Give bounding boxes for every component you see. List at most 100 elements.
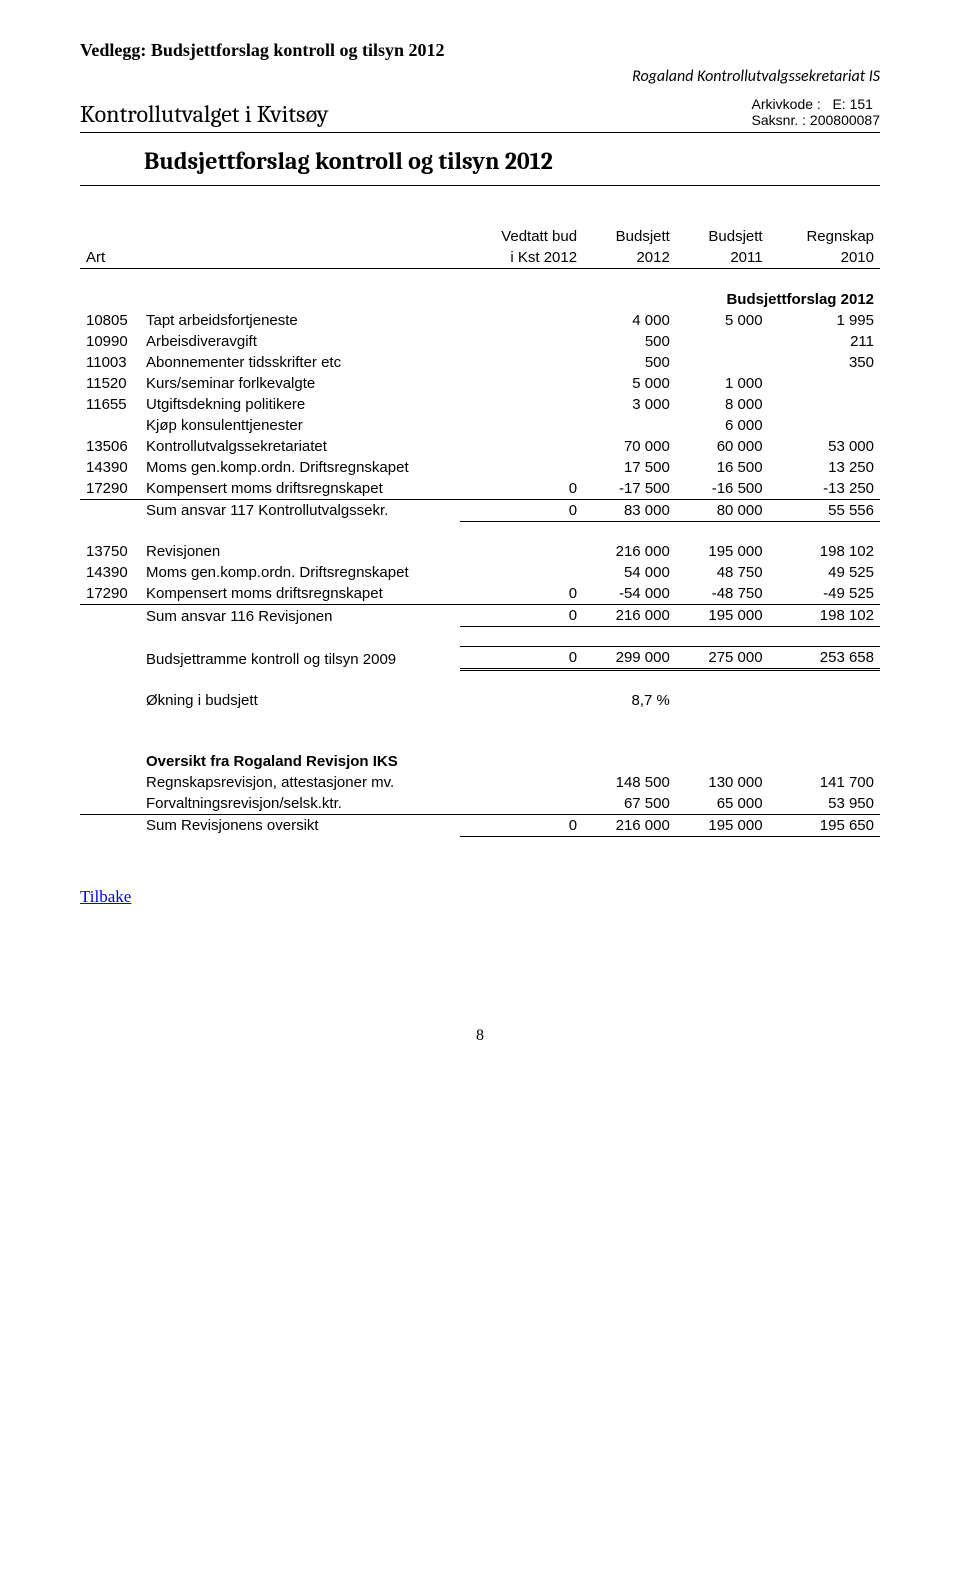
row-val: 211	[769, 331, 880, 352]
row-desc: Moms gen.komp.ordn. Driftsregnskapet	[140, 457, 460, 478]
row-val: 65 000	[676, 793, 769, 815]
row-code: 17290	[80, 583, 140, 605]
row-code: 13750	[80, 541, 140, 562]
row-desc: Arbeisdiveravgift	[140, 331, 460, 352]
arkiv-value: E: 151	[832, 96, 872, 112]
row-val: 130 000	[676, 772, 769, 793]
section-title: Oversikt fra Rogaland Revisjon IKS	[140, 751, 880, 772]
section-title: Budsjettforslag 2012	[80, 289, 880, 310]
sum-val: 55 556	[769, 499, 880, 521]
row-desc: Moms gen.komp.ordn. Driftsregnskapet	[140, 562, 460, 583]
ramme-val: 0	[460, 647, 583, 670]
sum-val: 195 000	[676, 814, 769, 836]
col-head: 2010	[769, 247, 880, 269]
table-row: 10990Arbeisdiveravgift 500 211	[80, 331, 880, 352]
row-val: 13 250	[769, 457, 880, 478]
col-head: 2011	[676, 247, 769, 269]
table-row: 13750Revisjonen216 000195 000198 102	[80, 541, 880, 562]
row-val: 1 000	[676, 373, 769, 394]
col-head: Regnskap	[769, 226, 880, 247]
proposal-title: Budsjettforslag kontroll og tilsyn 2012	[80, 147, 880, 186]
row-val: 48 750	[676, 562, 769, 583]
row-val: 0	[460, 478, 583, 500]
row-desc: Kontrollutvalgssekretariatet	[140, 436, 460, 457]
increase-val	[460, 690, 583, 711]
row-desc: Revisjonen	[140, 541, 460, 562]
attachment-title: Vedlegg: Budsjettforslag kontroll og til…	[80, 40, 880, 61]
row-val: 148 500	[583, 772, 676, 793]
increase-val: 8,7 %	[583, 690, 676, 711]
table-row: 11520Kurs/seminar forlkevalgte5 0001 000	[80, 373, 880, 394]
row-val	[769, 415, 880, 436]
sum-val: 83 000	[583, 499, 676, 521]
sum-desc: Sum ansvar 117 Kontrollutvalgssekr.	[140, 499, 460, 521]
sum-val: 80 000	[676, 499, 769, 521]
sum-desc: Sum ansvar 116 Revisjonen	[140, 605, 460, 627]
col-head: i Kst 2012	[460, 247, 583, 269]
row-val: 500	[583, 352, 676, 373]
saksnr-sep: :	[802, 112, 810, 128]
col-head: Budsjett	[583, 226, 676, 247]
table-row: Kjøp konsulenttjenester 6 000	[80, 415, 880, 436]
sum-val: 0	[460, 499, 583, 521]
row-val	[769, 373, 880, 394]
row-val: -54 000	[583, 583, 676, 605]
sum-val: 198 102	[769, 605, 880, 627]
col-head: 2012	[583, 247, 676, 269]
row-val: 216 000	[583, 541, 676, 562]
row-val	[460, 352, 583, 373]
row-val: 17 500	[583, 457, 676, 478]
ramme-val: 299 000	[583, 647, 676, 670]
row-desc: Kjøp konsulenttjenester	[140, 415, 460, 436]
sum-val: 216 000	[583, 814, 676, 836]
row-val: 6 000	[676, 415, 769, 436]
row-val	[460, 562, 583, 583]
table-row: 11003Abonnementer tidsskrifter etc500350	[80, 352, 880, 373]
ramme-val: 253 658	[769, 647, 880, 670]
row-desc: Kompensert moms driftsregnskapet	[140, 583, 460, 605]
sum-val: 195 650	[769, 814, 880, 836]
row-code: 10805	[80, 310, 140, 331]
arkiv-label: Arkivkode :	[752, 96, 821, 112]
row-code	[80, 793, 140, 815]
row-val	[460, 415, 583, 436]
row-desc: Utgiftsdekning politikere	[140, 394, 460, 415]
row-val: 8 000	[676, 394, 769, 415]
row-val: 500	[583, 331, 676, 352]
row-desc: Forvaltningsrevisjon/selsk.ktr.	[140, 793, 460, 815]
sum-val: 216 000	[583, 605, 676, 627]
row-val: 4 000	[583, 310, 676, 331]
row-val	[460, 436, 583, 457]
row-val	[460, 373, 583, 394]
row-val	[769, 394, 880, 415]
row-val	[460, 772, 583, 793]
col-head: Budsjett	[676, 226, 769, 247]
ramme-desc: Budsjettramme kontroll og tilsyn 2009	[140, 647, 460, 670]
table-row: Regnskapsrevisjon, attestasjoner mv. 148 …	[80, 772, 880, 793]
row-val: -17 500	[583, 478, 676, 500]
row-val: 5 000	[583, 373, 676, 394]
row-val: -48 750	[676, 583, 769, 605]
increase-desc: Økning i budsjett	[140, 690, 460, 711]
row-desc: Regnskapsrevisjon, attestasjoner mv.	[140, 772, 460, 793]
row-desc: Abonnementer tidsskrifter etc	[140, 352, 460, 373]
increase-val	[769, 690, 880, 711]
row-val	[583, 415, 676, 436]
row-code: 11003	[80, 352, 140, 373]
sum-val: 195 000	[676, 605, 769, 627]
row-val: 5 000	[676, 310, 769, 331]
back-link[interactable]: Tilbake	[80, 887, 131, 907]
row-code: 14390	[80, 562, 140, 583]
table-row: 10805Tapt arbeidsfortjeneste4 0005 0001 …	[80, 310, 880, 331]
row-code: 11655	[80, 394, 140, 415]
row-code	[80, 415, 140, 436]
row-val: -49 525	[769, 583, 880, 605]
row-val: 16 500	[676, 457, 769, 478]
arkiv-block: Arkivkode : E: 151 Saksnr. : 200800087	[752, 96, 880, 128]
table-row: 11655Utgiftsdekning politikere3 0008 000	[80, 394, 880, 415]
row-desc: Kurs/seminar forlkevalgte	[140, 373, 460, 394]
row-code: 10990	[80, 331, 140, 352]
row-val	[460, 310, 583, 331]
table-row: Forvaltningsrevisjon/selsk.ktr.67 50065 …	[80, 793, 880, 815]
increase-val	[676, 690, 769, 711]
